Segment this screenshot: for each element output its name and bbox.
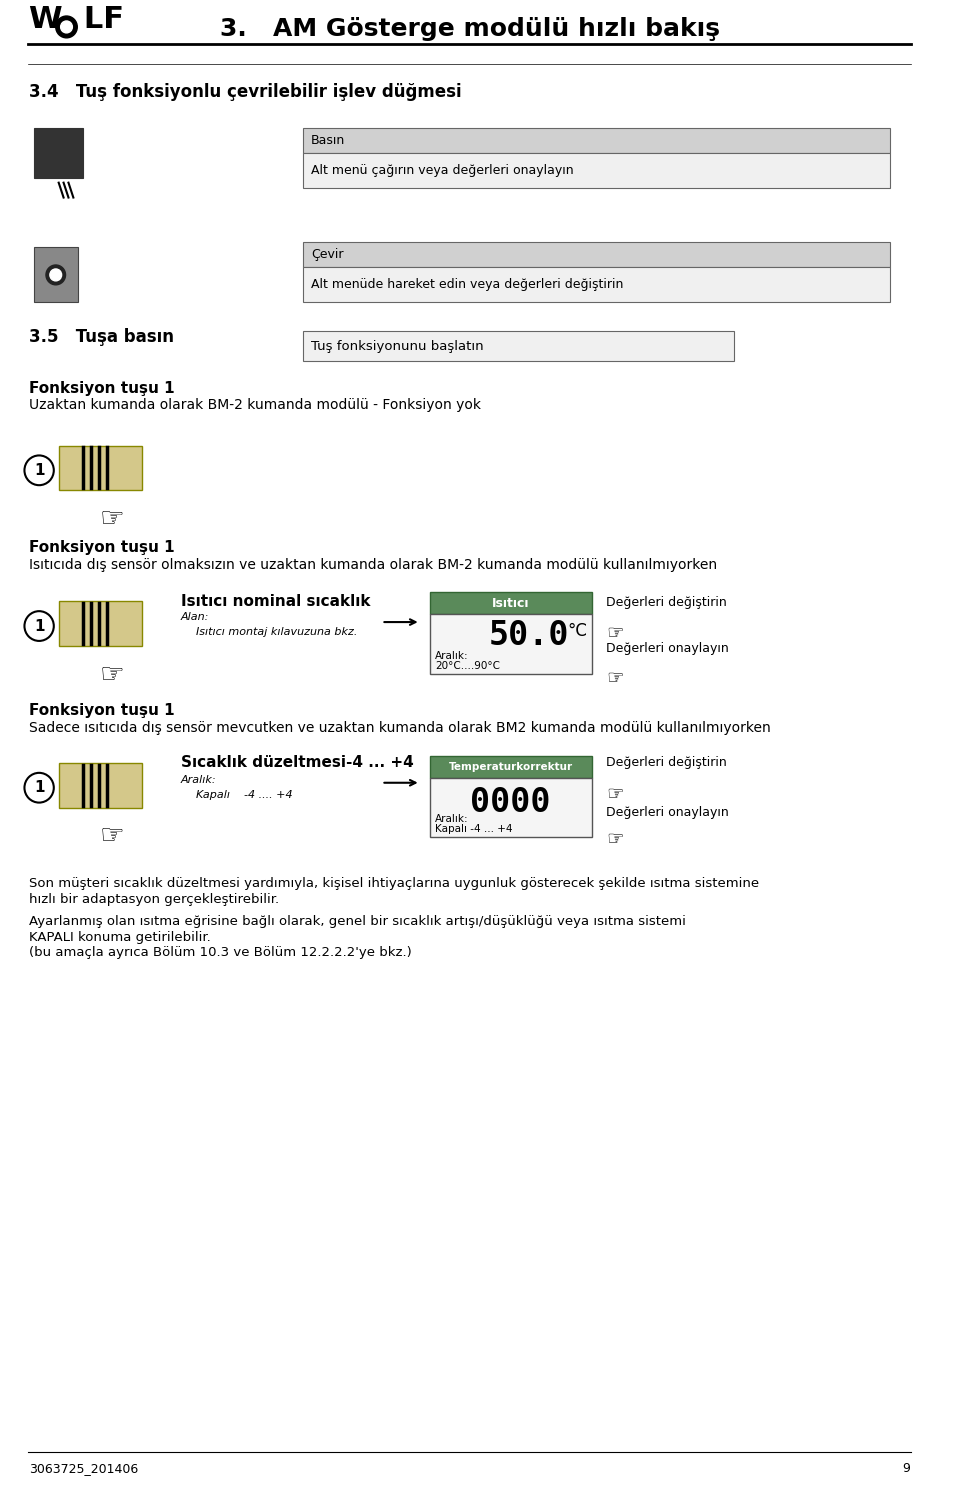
Text: ☞: ☞ (607, 785, 624, 804)
FancyBboxPatch shape (430, 755, 591, 778)
FancyBboxPatch shape (303, 268, 890, 302)
Text: KAPALI konuma getirilebilir.: KAPALI konuma getirilebilir. (30, 931, 211, 944)
Text: Aralık:: Aralık: (180, 775, 217, 785)
Text: 1: 1 (34, 462, 44, 477)
Text: Kapalı    -4 .... +4: Kapalı -4 .... +4 (196, 790, 292, 800)
Text: (bu amaçla ayrıca Bölüm 10.3 ve Bölüm 12.2.2.2'ye bkz.): (bu amaçla ayrıca Bölüm 10.3 ve Bölüm 12… (30, 946, 412, 959)
Text: Sadece ısıtıcıda dış sensör mevcutken ve uzaktan kumanda olarak BM2 kumanda modü: Sadece ısıtıcıda dış sensör mevcutken ve… (30, 721, 771, 735)
Text: Fonksiyon tuşu 1: Fonksiyon tuşu 1 (30, 703, 175, 718)
Text: Son müşteri sıcaklık düzeltmesi yardımıyla, kişisel ihtiyaçlarına uygunluk göste: Son müşteri sıcaklık düzeltmesi yardımıy… (30, 877, 759, 891)
Text: ☞: ☞ (100, 660, 125, 688)
FancyBboxPatch shape (303, 153, 890, 187)
Text: Değerleri değiştirin: Değerleri değiştirin (607, 757, 727, 769)
Text: Aralık:: Aralık: (435, 651, 468, 660)
Text: Ayarlanmış olan ısıtma eğrisine bağlı olarak, genel bir sıcaklık artışı/düşüklüğ: Ayarlanmış olan ısıtma eğrisine bağlı ol… (30, 915, 686, 928)
Text: 9: 9 (901, 1462, 910, 1475)
Text: Isıtıcıda dış sensör olmaksızın ve uzaktan kumanda olarak BM-2 kumanda modülü ku: Isıtıcıda dış sensör olmaksızın ve uzakt… (30, 558, 717, 571)
Text: Alt menüde hareket edin veya değerleri değiştirin: Alt menüde hareket edin veya değerleri d… (311, 278, 623, 291)
Text: Basın: Basın (311, 134, 346, 147)
Text: 0000: 0000 (470, 787, 551, 819)
FancyBboxPatch shape (430, 592, 591, 614)
FancyBboxPatch shape (35, 247, 79, 302)
Text: 1: 1 (34, 619, 44, 633)
FancyBboxPatch shape (430, 614, 591, 674)
Text: 3063725_201406: 3063725_201406 (30, 1462, 138, 1475)
Text: Değerleri onaylayın: Değerleri onaylayın (607, 806, 730, 819)
Text: ☞: ☞ (100, 822, 125, 851)
Text: Fonksiyon tuşu 1: Fonksiyon tuşu 1 (30, 540, 175, 555)
FancyBboxPatch shape (35, 128, 84, 178)
Text: ☞: ☞ (607, 830, 624, 849)
Text: ☞: ☞ (100, 506, 125, 532)
FancyBboxPatch shape (303, 242, 890, 268)
FancyBboxPatch shape (59, 446, 142, 491)
Text: ☞: ☞ (607, 625, 624, 642)
Text: Isıtıcı: Isıtıcı (492, 596, 529, 610)
Text: Sıcaklık düzeltmesi-4 ... +4: Sıcaklık düzeltmesi-4 ... +4 (180, 755, 414, 770)
FancyBboxPatch shape (430, 778, 591, 837)
Text: °C: °C (567, 622, 588, 639)
Text: 1: 1 (34, 781, 44, 796)
Text: 20°C....90°C: 20°C....90°C (435, 660, 500, 671)
Text: W  LF: W LF (30, 4, 125, 34)
Text: Alt menü çağırın veya değerleri onaylayın: Alt menü çağırın veya değerleri onaylayı… (311, 164, 574, 177)
FancyBboxPatch shape (59, 601, 142, 645)
Text: Aralık:: Aralık: (435, 815, 468, 824)
Circle shape (46, 265, 65, 286)
Text: hızlı bir adaptasyon gerçekleştirebilir.: hızlı bir adaptasyon gerçekleştirebilir. (30, 892, 279, 906)
Circle shape (56, 16, 77, 37)
FancyBboxPatch shape (303, 332, 733, 361)
Circle shape (50, 269, 61, 281)
FancyBboxPatch shape (59, 763, 142, 807)
Text: ☞: ☞ (607, 669, 624, 687)
Text: Uzaktan kumanda olarak BM-2 kumanda modülü - Fonksiyon yok: Uzaktan kumanda olarak BM-2 kumanda modü… (30, 399, 481, 412)
Text: Fonksiyon tuşu 1: Fonksiyon tuşu 1 (30, 381, 175, 396)
FancyBboxPatch shape (303, 128, 890, 153)
Text: 50.0: 50.0 (489, 620, 569, 653)
Text: 3.4   Tuş fonksiyonlu çevrilebilir işlev düğmesi: 3.4 Tuş fonksiyonlu çevrilebilir işlev d… (30, 83, 462, 101)
Circle shape (60, 21, 72, 33)
Text: Tuş fonksiyonunu başlatın: Tuş fonksiyonunu başlatın (311, 341, 484, 352)
Text: Isıtıcı nominal sıcaklık: Isıtıcı nominal sıcaklık (180, 595, 371, 610)
Text: Çevir: Çevir (311, 247, 344, 260)
Text: Alan:: Alan: (180, 613, 209, 622)
Text: Temperaturkorrektur: Temperaturkorrektur (448, 761, 573, 772)
Text: Değerleri değiştirin: Değerleri değiştirin (607, 596, 727, 608)
Text: Isıtıcı montaj kılavuzuna bkz.: Isıtıcı montaj kılavuzuna bkz. (196, 628, 357, 636)
Text: Değerleri onaylayın: Değerleri onaylayın (607, 642, 730, 656)
Text: 3.5   Tuşa basın: 3.5 Tuşa basın (30, 329, 175, 346)
Text: Kapalı -4 ... +4: Kapalı -4 ... +4 (435, 824, 513, 834)
Text: 3.   AM Gösterge modülü hızlı bakış: 3. AM Gösterge modülü hızlı bakış (220, 16, 719, 40)
